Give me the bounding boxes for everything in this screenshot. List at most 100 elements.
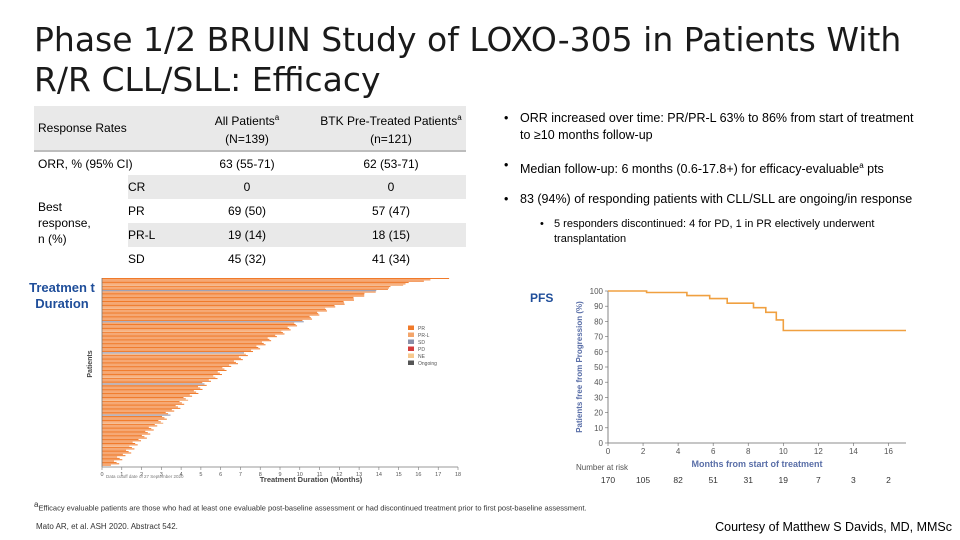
number-at-risk-value: 105 (636, 475, 650, 485)
patient-bar (102, 380, 211, 382)
patient-bar (102, 368, 225, 370)
patient-bar (102, 287, 390, 289)
swimmer-x-tick-label: 1 (120, 472, 123, 478)
patient-bar (102, 456, 118, 458)
patient-bar (102, 395, 193, 397)
patient-bar (102, 294, 365, 296)
legend-label: PD (418, 347, 425, 353)
swimmer-x-tick-label: 14 (376, 472, 382, 478)
pfs-x-tick-label: 10 (779, 447, 788, 456)
patient-bar (102, 360, 234, 362)
footnote: aEfficacy evaluable patients are those w… (34, 500, 587, 513)
response-type: SD (128, 252, 145, 266)
swimmer-y-label: Patients (87, 350, 94, 377)
swimmer-x-tick-label: 9 (278, 472, 281, 478)
patient-bar (102, 340, 272, 342)
patient-bar (102, 323, 296, 325)
header-response-rates: Response Rates (34, 106, 178, 152)
citation: Mato AR, et al. ASH 2020. Abstract 542. (36, 522, 178, 531)
patient-bar (102, 303, 345, 305)
patient-bar (102, 436, 145, 438)
patient-bar (102, 348, 261, 350)
patient-bar (102, 382, 203, 384)
response-all: 19 (14) (227, 228, 267, 242)
swimmer-x-tick-label: 7 (239, 472, 242, 478)
bullet-orr: ORR increased over time: PR/PR-L 63% to … (500, 110, 920, 144)
legend-swatch (408, 339, 414, 344)
pfs-x-ticks: 0 2 4 6 8 10 12 14 16 (606, 443, 893, 456)
patient-bar (102, 371, 218, 373)
patient-bar (102, 367, 223, 369)
patient-bar (102, 300, 344, 302)
patient-bar (102, 386, 199, 388)
patient-bar (102, 434, 142, 436)
pfs-chart: 0 10 20 30 40 50 60 70 80 90 100 0 2 4 6 8 10 12 14 16 Pat… (575, 287, 906, 485)
swimmer-cutoff-note: Data cutoff date of 27 September 2020 (106, 474, 184, 479)
patient-bar (102, 369, 227, 371)
treatment-duration-label: Treatmen t Duration (29, 280, 95, 311)
patient-bar (102, 421, 161, 423)
number-at-risk-value: 7 (816, 475, 821, 485)
patient-bar (102, 414, 171, 416)
patient-bar (102, 341, 262, 343)
patient-bar (102, 463, 120, 465)
pfs-y-tick-label: 10 (594, 424, 603, 433)
bullet-followup-tail: pts (863, 162, 884, 177)
title-line-2: R/R CLL/SLL: Efficacy (34, 60, 381, 99)
patient-bar (102, 392, 199, 394)
orr-all: 63 (55-71) (219, 156, 275, 171)
number-at-risk-label: Number at risk (576, 463, 629, 472)
patient-bar (102, 378, 218, 380)
footnote-sup: a (34, 500, 39, 509)
patient-bar (102, 291, 376, 293)
patient-bar (102, 452, 132, 454)
patient-bar (102, 394, 190, 396)
pfs-y-tick-label: 90 (594, 302, 603, 311)
patient-bar (102, 321, 304, 323)
patient-bar (102, 359, 243, 361)
patient-bar (102, 399, 189, 401)
patient-bar (102, 282, 409, 284)
best-response-label: Best response, n (%) (34, 175, 128, 271)
swimmer-x-tick-label: 0 (100, 472, 103, 478)
patient-bar (102, 445, 130, 447)
title-line-1: Phase 1/2 BRUIN Study of LOXO-305 in Pat… (34, 20, 902, 59)
patient-bar (102, 337, 268, 339)
header-all-sup: a (274, 112, 280, 122)
patient-bar (102, 306, 336, 308)
table-row: Best response, n (%) CR 0 0 (34, 175, 466, 271)
patient-bar (102, 298, 354, 300)
pfs-y-ticks: 0 10 20 30 40 50 60 70 80 90 100 (590, 287, 608, 448)
pfs-y-tick-label: 100 (590, 287, 604, 296)
patient-bar (102, 326, 288, 328)
patient-bar (102, 372, 220, 374)
patient-bar (102, 402, 182, 404)
patient-bar (102, 363, 238, 365)
page-title: Phase 1/2 BRUIN Study of LOXO-305 in Pat… (34, 20, 934, 100)
orr-label: ORR, % (95% CI) (38, 156, 133, 171)
legend-label: Ongoing (418, 361, 437, 367)
bullet-followup-text: Median follow-up: 6 months (0.6-17.8+) f… (520, 162, 860, 177)
header-all-line2: (N=139) (225, 131, 269, 146)
patient-bar (102, 313, 319, 315)
patient-bar (102, 459, 123, 461)
patient-bar (102, 430, 146, 432)
legend-label: NE (418, 354, 426, 360)
patient-bar (102, 398, 186, 400)
courtesy-credit: Courtesy of Matthew S Davids, MD, MMSc (715, 520, 952, 534)
patient-bar (102, 420, 159, 422)
patient-bar (102, 315, 310, 317)
response-type: PR-L (128, 228, 156, 242)
patient-bar (102, 451, 129, 453)
patient-bar (102, 314, 320, 316)
pfs-x-tick-label: 6 (711, 447, 716, 456)
patient-bar (102, 457, 120, 459)
pfs-y-tick-label: 0 (599, 439, 604, 448)
patient-bar (102, 397, 184, 399)
number-at-risk-value: 19 (779, 475, 789, 485)
patient-bar (102, 345, 257, 347)
patient-bar (102, 415, 163, 417)
number-at-risk-value: 170 (601, 475, 615, 485)
patient-bar (102, 311, 318, 313)
